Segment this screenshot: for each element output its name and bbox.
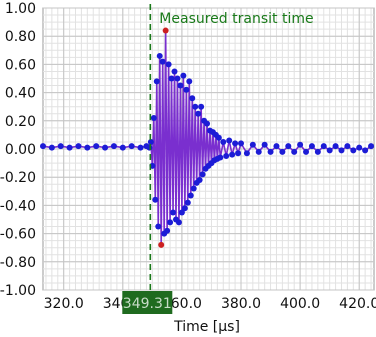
data-point (40, 143, 46, 150)
data-point (273, 143, 280, 150)
data-point (177, 82, 184, 89)
data-point (183, 86, 190, 93)
data-point (199, 171, 206, 178)
data-point (261, 141, 268, 148)
data-point (175, 219, 182, 226)
data-point (192, 103, 199, 110)
data-point (156, 52, 163, 59)
annotation-layer: Measured transit time 349.31 (122, 4, 314, 314)
data-point (279, 148, 286, 155)
data-point (267, 148, 274, 155)
data-point (308, 143, 315, 150)
data-point (220, 138, 227, 145)
transit-time-label: Measured transit time (159, 11, 313, 27)
data-point (178, 209, 185, 216)
data-point (204, 120, 211, 127)
data-point (297, 141, 304, 148)
data-point (164, 227, 171, 234)
data-point (147, 138, 154, 145)
data-point (217, 154, 224, 161)
data-point (215, 134, 222, 141)
data-point (186, 78, 193, 85)
data-point (285, 143, 292, 150)
y-tick-label: -0.20 (0, 170, 36, 186)
data-point (128, 143, 135, 150)
data-point (48, 144, 55, 151)
data-point (159, 58, 166, 65)
data-point (196, 177, 203, 184)
y-tick-label: -0.40 (0, 198, 36, 214)
transit-time-value: 349.31 (123, 296, 172, 312)
data-point (174, 75, 181, 82)
data-point (170, 209, 177, 216)
data-point (168, 75, 175, 82)
data-point (165, 61, 172, 68)
transit-time-value-box (122, 291, 173, 314)
data-point (189, 95, 196, 102)
data-point (350, 147, 357, 154)
data-point (152, 196, 159, 203)
data-point (93, 143, 100, 150)
data-point (181, 205, 188, 212)
data-point (75, 143, 82, 150)
data-point (235, 150, 242, 157)
data-point (190, 185, 197, 192)
x-tick-label: 380.0 (221, 296, 261, 312)
data-point (150, 114, 157, 121)
data-point (171, 68, 178, 75)
data-point (255, 148, 262, 155)
y-tick-label: 0.40 (5, 86, 36, 102)
data-point (368, 143, 375, 150)
data-point (243, 150, 250, 157)
data-point (356, 144, 363, 151)
data-point (229, 151, 236, 158)
y-tick-label: 0.80 (5, 29, 36, 45)
data-point (66, 144, 73, 151)
data-point (198, 103, 205, 110)
data-point (155, 223, 162, 230)
y-tick-label: -1.00 (0, 283, 36, 299)
y-tick-label: 0.60 (5, 57, 36, 73)
data-point (226, 137, 233, 144)
y-tick-label: -0.80 (0, 255, 36, 271)
data-point (57, 143, 64, 150)
data-point (291, 148, 298, 155)
data-point (110, 143, 117, 150)
data-point (187, 192, 194, 199)
data-point (153, 78, 160, 85)
y-tick-label: 0.20 (5, 114, 36, 130)
data-point (232, 140, 239, 147)
data-point (320, 143, 327, 150)
data-point (332, 143, 339, 150)
x-tick-label: 420.0 (339, 296, 376, 312)
data-point (102, 144, 109, 151)
data-point (167, 219, 174, 226)
y-tick-label: 0.00 (5, 142, 36, 158)
data-point (158, 241, 165, 248)
data-point (184, 199, 191, 206)
data-point (195, 110, 202, 117)
data-point (344, 143, 351, 150)
data-point (249, 141, 256, 148)
y-tick-label: -0.60 (0, 227, 36, 243)
data-point (119, 144, 126, 151)
data-point (84, 144, 91, 151)
data-point (238, 140, 245, 147)
y-tick-label: 1.00 (5, 1, 36, 17)
data-point (362, 147, 369, 154)
data-point (338, 147, 345, 154)
x-axis-label: Time [µs] (173, 319, 240, 335)
data-point (303, 148, 310, 155)
data-point (314, 148, 321, 155)
data-point (223, 153, 230, 160)
plot-area (40, 27, 375, 248)
data-point (137, 144, 144, 151)
x-tick-label: 320.0 (44, 296, 84, 312)
data-point (180, 72, 187, 79)
data-point (162, 27, 169, 34)
x-tick-label: 400.0 (280, 296, 320, 312)
data-point (146, 144, 153, 151)
data-point (326, 147, 333, 154)
